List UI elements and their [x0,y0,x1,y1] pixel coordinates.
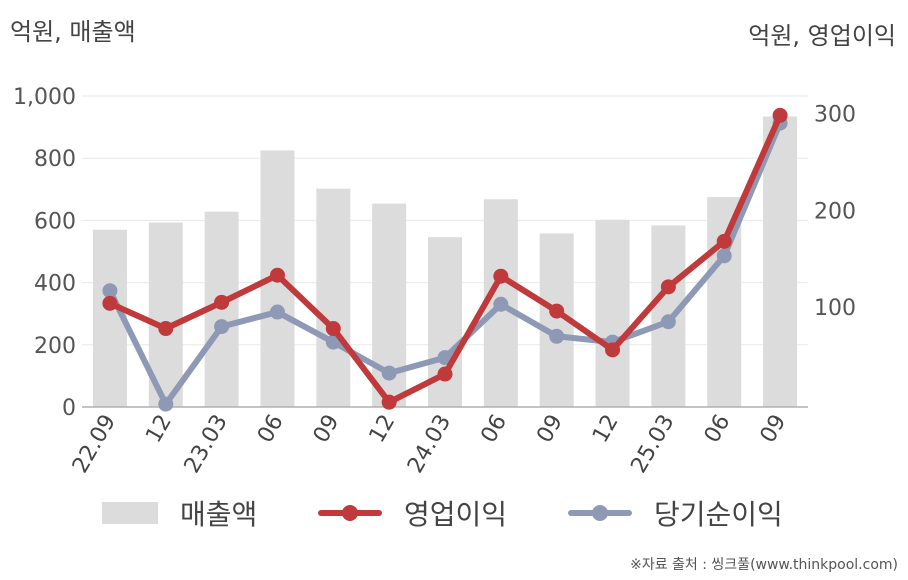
bar [595,219,630,407]
data-point [269,304,285,320]
data-point [214,319,230,335]
data-point [158,396,174,412]
y-right-tick-label: 200 [814,199,856,224]
legend-item-revenue: 매출액 [102,488,257,538]
data-point [102,295,118,311]
data-point [381,365,397,381]
y-left-tick-label: 0 [62,396,76,421]
data-point [214,294,230,310]
data-point [269,267,285,283]
data-point [716,248,732,264]
x-tick-label: 06 [476,411,512,448]
legend-swatch-net-income [568,502,632,524]
x-tick-label: 23.03 [180,411,233,478]
source-credit: ※자료 출처 : 씽크풀(www.thinkpool.com) [630,557,898,573]
x-tick-label: 06 [253,411,289,448]
legend-label-operating-profit: 영업이익 [404,498,508,531]
x-tick-label: 25.03 [626,411,679,478]
x-tick-label: 06 [700,411,736,448]
data-point [437,366,453,382]
legend-label-revenue: 매출액 [180,498,258,531]
y-right-tick-label: 100 [814,296,856,321]
data-point [381,394,397,410]
x-tick-label: 12 [141,411,177,448]
data-point [437,350,453,366]
y-right-tick-label: 300 [814,102,856,127]
y-left-tick-label: 200 [34,334,76,359]
right-axis-unit: 억원, 영업이익 [748,22,896,50]
legend-item-operating-profit: 영업이익 [318,488,507,538]
data-point [716,233,732,249]
y-left-tick-label: 1,000 [13,85,76,110]
legend-swatch-revenue [102,502,158,524]
x-tick-label: 12 [365,411,401,448]
legend: 매출액 영업이익 당기순이익 [0,488,908,538]
data-point [549,303,565,319]
data-point [605,342,621,358]
legend-label-net-income: 당기순이익 [654,498,783,531]
data-point [102,283,118,299]
bar [763,116,798,407]
x-tick-label: 09 [532,411,568,448]
x-tick-label: 09 [756,411,792,448]
y-left-tick-label: 400 [34,272,76,297]
data-point [549,328,565,344]
data-point [325,321,341,337]
data-point [158,321,174,337]
data-point [493,268,509,284]
data-point [660,279,676,295]
x-tick-label: 24.03 [403,411,456,478]
legend-swatch-operating-profit [318,502,382,524]
y-left-tick-label: 800 [34,147,76,172]
data-point [660,314,676,330]
x-tick-label: 09 [309,411,345,448]
left-axis-unit: 억원, 매출액 [10,18,136,46]
legend-item-net-income: 당기순이익 [568,488,783,538]
bar [316,188,351,407]
y-left-tick-label: 600 [34,209,76,234]
data-point [493,296,509,312]
data-point [772,107,788,123]
x-tick-label: 12 [588,411,624,448]
